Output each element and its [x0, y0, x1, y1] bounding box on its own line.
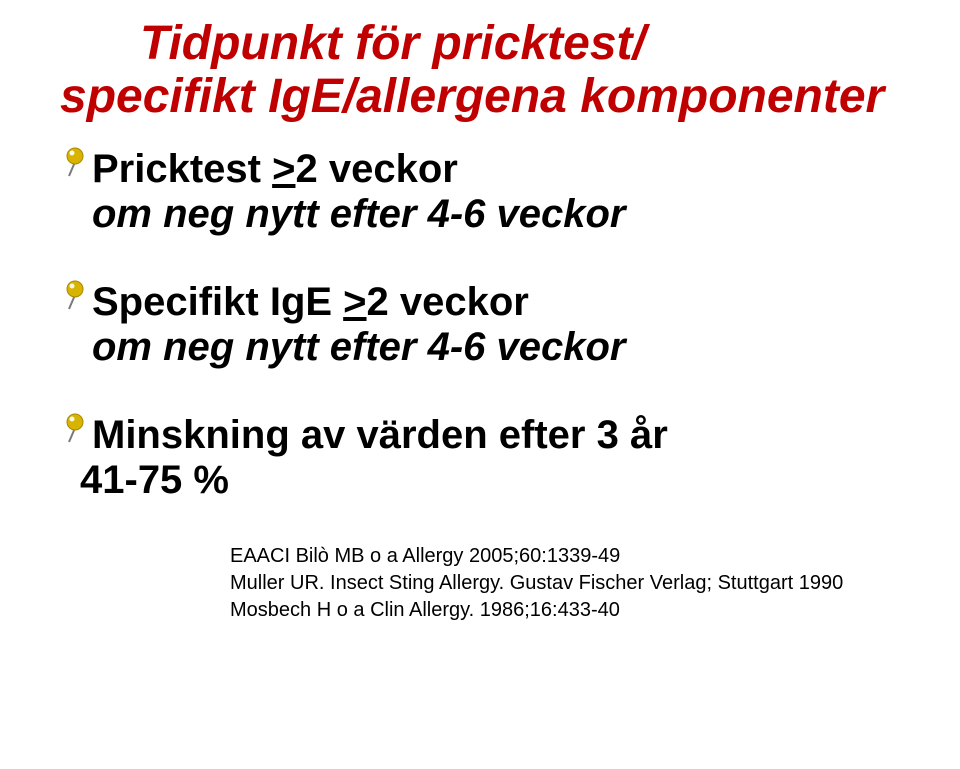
- bullet-text-underlined: >: [272, 147, 295, 191]
- pushpin-icon: [62, 146, 92, 178]
- bullet-1-text: Pricktest >2 veckor: [92, 146, 458, 192]
- pushpin-icon: [62, 279, 92, 311]
- slide-title-line-2: specifikt IgE/allergena komponenter: [60, 71, 920, 124]
- bullet-text-post: 2 veckor: [367, 280, 529, 324]
- reference-line: Mosbech H o a Clin Allergy. 1986;16:433-…: [230, 597, 920, 624]
- references-block: EAACI Bilò MB o a Allergy 2005;60:1339-4…: [230, 543, 920, 624]
- bullet-3-subtext: 41-75 %: [80, 458, 920, 503]
- bullet-3-text: Minskning av värden efter 3 år: [92, 412, 668, 458]
- bullet-2: Specifikt IgE >2 veckor: [62, 279, 920, 325]
- slide: Tidpunkt för pricktest/ specifikt IgE/al…: [0, 0, 960, 769]
- bullet-text-pre: Minskning av värden efter 3 år: [92, 413, 668, 457]
- pushpin-icon: [62, 412, 92, 444]
- bullet-2-text: Specifikt IgE >2 veckor: [92, 279, 529, 325]
- bullet-text-underlined: >: [343, 280, 366, 324]
- reference-line: EAACI Bilò MB o a Allergy 2005;60:1339-4…: [230, 543, 920, 570]
- reference-line: Muller UR. Insect Sting Allergy. Gustav …: [230, 570, 920, 597]
- bullet-text-post: 2 veckor: [295, 147, 457, 191]
- bullet-2-subtext: om neg nytt efter 4-6 veckor: [92, 325, 920, 370]
- bullet-3: Minskning av värden efter 3 år: [62, 412, 920, 458]
- bullet-1-subtext: om neg nytt efter 4-6 veckor: [92, 192, 920, 237]
- bullet-text-pre: Specifikt IgE: [92, 280, 343, 324]
- bullet-text-pre: Pricktest: [92, 147, 272, 191]
- slide-title-line-1: Tidpunkt för pricktest/: [140, 18, 920, 71]
- bullet-1: Pricktest >2 veckor: [62, 146, 920, 192]
